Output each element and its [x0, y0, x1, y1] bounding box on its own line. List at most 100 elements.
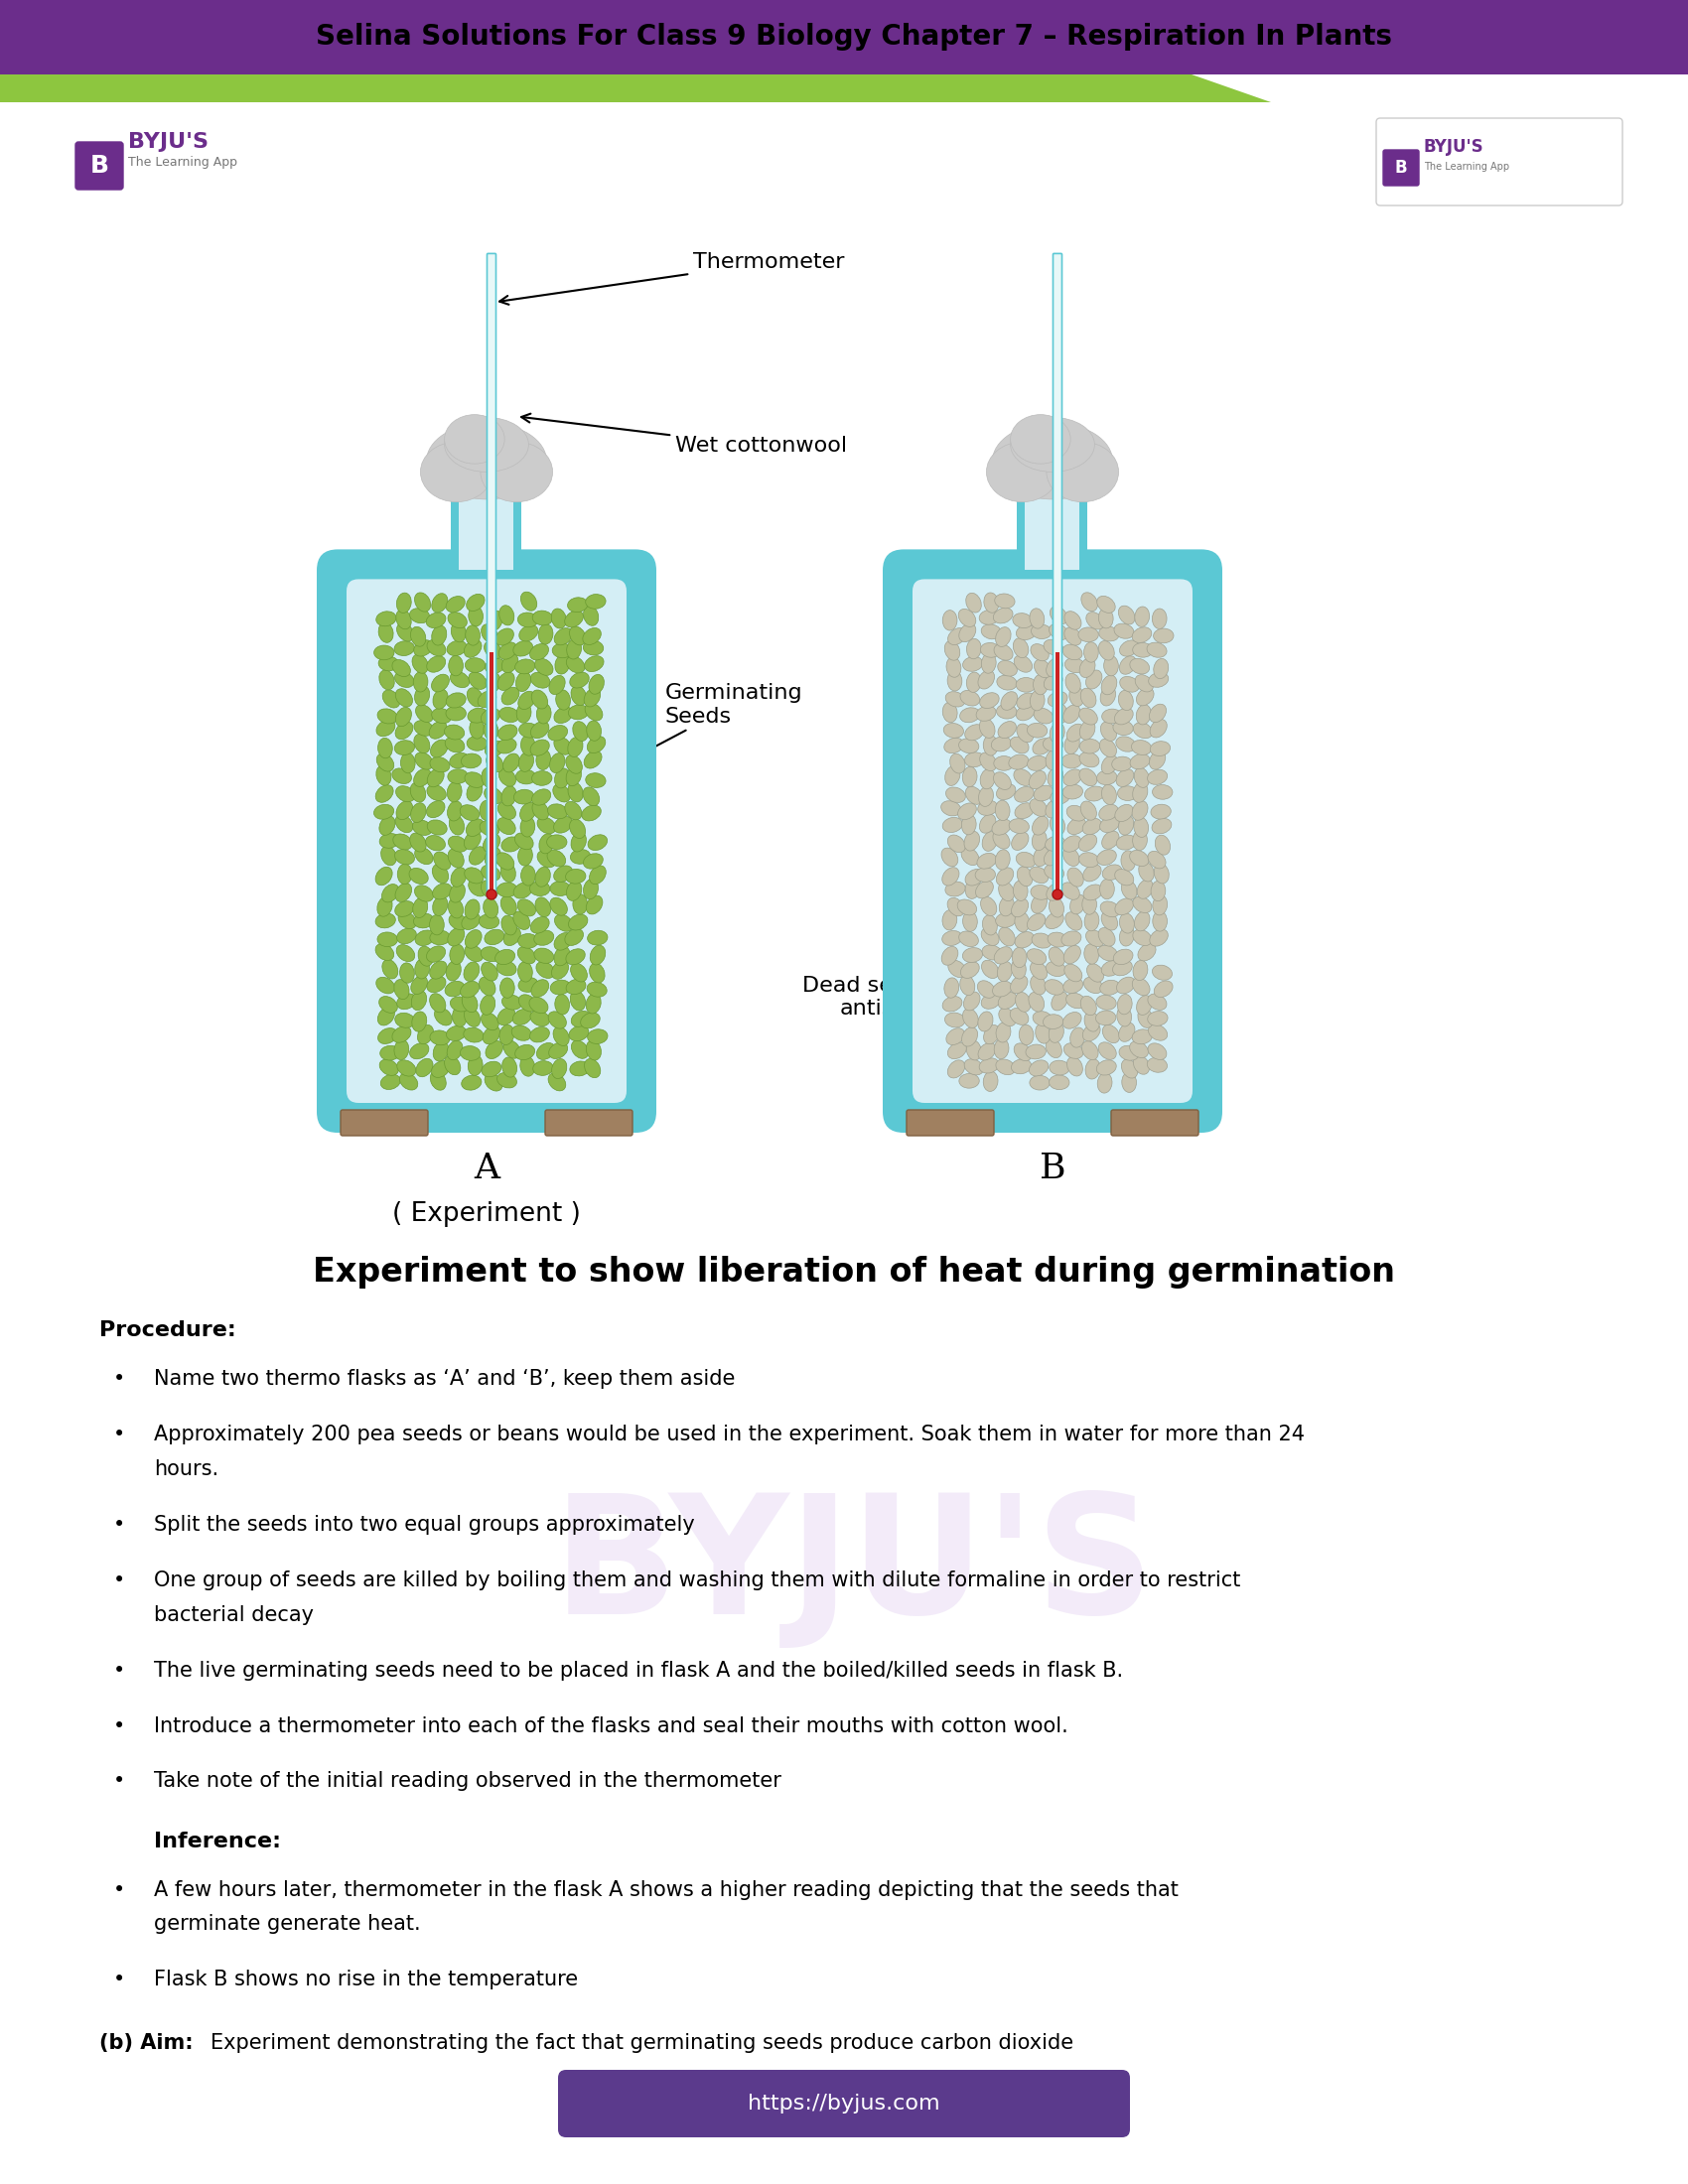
Ellipse shape — [940, 802, 960, 817]
Ellipse shape — [1133, 961, 1148, 981]
FancyBboxPatch shape — [1055, 653, 1060, 895]
Ellipse shape — [495, 950, 515, 965]
Ellipse shape — [1063, 963, 1082, 981]
Ellipse shape — [1031, 893, 1047, 913]
Ellipse shape — [498, 802, 517, 819]
Ellipse shape — [1114, 950, 1133, 965]
Ellipse shape — [397, 622, 414, 642]
Text: •: • — [113, 1970, 125, 1990]
Ellipse shape — [550, 882, 571, 895]
Ellipse shape — [1045, 913, 1063, 928]
Ellipse shape — [977, 1042, 996, 1059]
Ellipse shape — [977, 981, 996, 998]
Ellipse shape — [945, 882, 966, 895]
Ellipse shape — [1114, 708, 1133, 725]
Ellipse shape — [1155, 981, 1173, 998]
Ellipse shape — [378, 622, 393, 642]
Ellipse shape — [419, 946, 434, 965]
Ellipse shape — [501, 836, 522, 852]
Ellipse shape — [410, 976, 427, 994]
Ellipse shape — [1016, 703, 1035, 721]
Ellipse shape — [1011, 1059, 1031, 1075]
Ellipse shape — [945, 786, 966, 802]
Ellipse shape — [998, 675, 1016, 690]
Ellipse shape — [380, 817, 395, 834]
Ellipse shape — [446, 961, 461, 981]
Ellipse shape — [1101, 902, 1119, 917]
Ellipse shape — [451, 996, 471, 1011]
Ellipse shape — [1065, 657, 1085, 673]
Ellipse shape — [392, 660, 410, 677]
Ellipse shape — [1153, 629, 1173, 642]
Ellipse shape — [1102, 784, 1116, 804]
Ellipse shape — [537, 703, 552, 723]
Ellipse shape — [1148, 769, 1168, 784]
Ellipse shape — [535, 898, 550, 917]
Ellipse shape — [444, 417, 528, 472]
Ellipse shape — [410, 832, 425, 852]
Ellipse shape — [993, 424, 1112, 500]
Ellipse shape — [464, 946, 483, 961]
Ellipse shape — [414, 640, 432, 655]
Ellipse shape — [1047, 961, 1065, 976]
Text: Experiment to show liberation of heat during germination: Experiment to show liberation of heat du… — [312, 1256, 1394, 1289]
Ellipse shape — [565, 802, 582, 819]
Ellipse shape — [1084, 1011, 1099, 1031]
Ellipse shape — [1030, 799, 1047, 817]
Ellipse shape — [432, 1061, 451, 1077]
Ellipse shape — [446, 981, 464, 996]
Ellipse shape — [468, 880, 486, 895]
Ellipse shape — [567, 880, 582, 900]
Ellipse shape — [584, 854, 603, 869]
Ellipse shape — [496, 629, 513, 644]
Ellipse shape — [483, 834, 500, 852]
Ellipse shape — [552, 961, 569, 978]
Ellipse shape — [392, 769, 412, 784]
Ellipse shape — [552, 609, 565, 629]
Ellipse shape — [395, 1013, 415, 1029]
Ellipse shape — [375, 644, 395, 660]
Ellipse shape — [446, 705, 466, 721]
Ellipse shape — [1069, 686, 1084, 705]
Ellipse shape — [567, 736, 582, 758]
Ellipse shape — [1016, 992, 1031, 1011]
Ellipse shape — [1030, 867, 1048, 882]
Ellipse shape — [1099, 1042, 1116, 1059]
Ellipse shape — [414, 898, 427, 917]
Ellipse shape — [518, 978, 538, 992]
Ellipse shape — [464, 1007, 479, 1026]
Ellipse shape — [395, 786, 415, 802]
Ellipse shape — [1085, 786, 1104, 802]
Ellipse shape — [1050, 788, 1070, 804]
Ellipse shape — [960, 690, 979, 705]
Ellipse shape — [999, 895, 1014, 915]
Ellipse shape — [1026, 913, 1045, 930]
Ellipse shape — [1136, 688, 1155, 705]
Ellipse shape — [1136, 996, 1151, 1016]
Ellipse shape — [998, 992, 1016, 1009]
Ellipse shape — [1117, 994, 1133, 1013]
Ellipse shape — [1101, 756, 1117, 773]
Text: Flask B shows no rise in the temperature: Flask B shows no rise in the temperature — [154, 1970, 577, 1990]
Ellipse shape — [375, 784, 393, 802]
Ellipse shape — [466, 625, 479, 646]
Ellipse shape — [1133, 782, 1148, 802]
Ellipse shape — [1014, 933, 1033, 948]
Ellipse shape — [942, 847, 959, 867]
Ellipse shape — [415, 930, 434, 946]
Ellipse shape — [1067, 723, 1084, 743]
Ellipse shape — [1080, 996, 1097, 1016]
Ellipse shape — [1009, 1009, 1028, 1024]
Ellipse shape — [1026, 1044, 1047, 1059]
Ellipse shape — [375, 943, 393, 961]
Ellipse shape — [942, 867, 959, 885]
Ellipse shape — [1084, 642, 1099, 662]
Ellipse shape — [530, 1011, 550, 1026]
Text: •: • — [113, 1771, 125, 1791]
Ellipse shape — [1026, 948, 1047, 965]
Ellipse shape — [532, 690, 549, 710]
Ellipse shape — [479, 996, 495, 1016]
Ellipse shape — [449, 836, 468, 852]
Ellipse shape — [520, 625, 538, 642]
Ellipse shape — [518, 845, 533, 865]
